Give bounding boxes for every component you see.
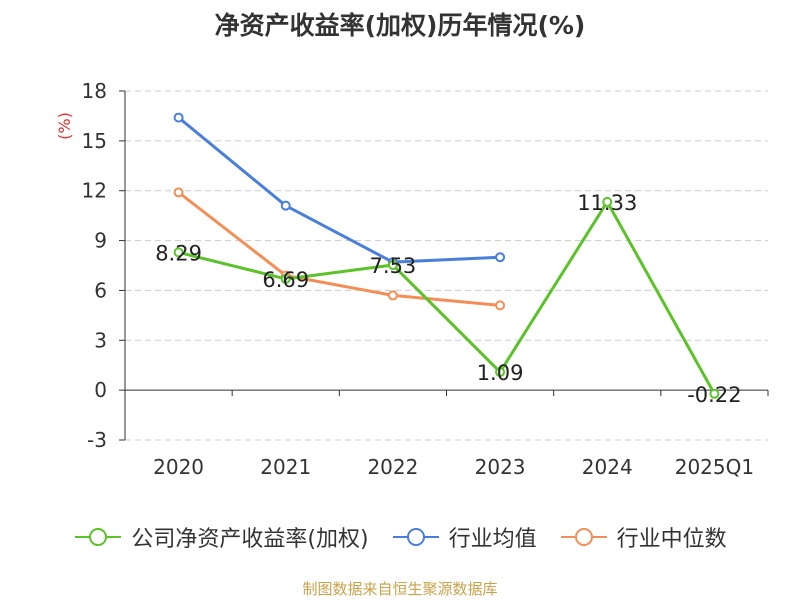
series-line [177, 191, 501, 307]
data-point [495, 300, 506, 311]
legend-item[interactable]: 行业中位数 [559, 521, 727, 553]
legend-item[interactable]: 公司净资产收益率(加权) [73, 521, 369, 553]
data-point [173, 247, 184, 258]
data-point [173, 187, 184, 198]
data-point [173, 112, 184, 123]
data-point [495, 252, 506, 263]
legend-label: 行业中位数 [616, 527, 727, 552]
y-tick-label: 3 [94, 328, 107, 352]
data-label: 6.69 [262, 268, 309, 292]
y-tick-label: 15 [82, 129, 107, 153]
source-note: 制图数据来自恒生聚源数据库 [302, 580, 498, 598]
data-point [495, 367, 506, 378]
legend: 公司净资产收益率(加权) 行业均值 行业中位数 [0, 520, 800, 554]
series-line [178, 200, 716, 395]
legend-item[interactable]: 行业均值 [391, 521, 537, 553]
legend-swatch [560, 528, 607, 546]
y-tick-label: -3 [87, 428, 107, 452]
data-label: 7.53 [370, 254, 417, 278]
data-point [709, 388, 720, 399]
data-point [602, 196, 613, 207]
legend-swatch [75, 528, 122, 546]
data-point [280, 200, 291, 211]
data-label: 11.33 [577, 191, 637, 215]
y-tick-label: 9 [94, 229, 107, 253]
x-tick-label: 2020 [153, 455, 204, 479]
chart-title: 净资产收益率(加权)历年情况(%) [214, 11, 586, 40]
y-tick-label: 0 [94, 378, 107, 402]
legend-swatch [392, 528, 439, 546]
x-tick-label: 2023 [475, 455, 526, 479]
data-point [280, 273, 291, 284]
x-tick-label: 2024 [582, 455, 633, 479]
y-tick-label: 18 [82, 79, 107, 103]
legend-label: 公司净资产收益率(加权) [131, 527, 369, 552]
y-tick-label: 12 [82, 179, 107, 203]
legend-label: 行业均值 [448, 527, 537, 552]
y-tick-label: 6 [94, 278, 107, 302]
data-label: 8.29 [155, 241, 202, 265]
x-tick-label: 2021 [260, 455, 311, 479]
x-tick-label: 2025Q1 [675, 455, 754, 479]
y-axis-label: (%) [55, 112, 74, 140]
data-point [387, 260, 398, 271]
data-label: -0.22 [687, 383, 741, 407]
data-label: 1.09 [477, 361, 524, 385]
series-line [177, 116, 501, 264]
data-point [387, 290, 398, 301]
x-tick-label: 2022 [367, 455, 418, 479]
